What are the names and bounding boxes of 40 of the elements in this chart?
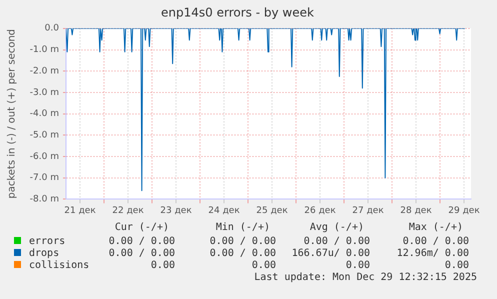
legend-label: errors (28, 236, 66, 248)
text: Min (-/+) (216, 222, 270, 234)
legend-label: collisions (28, 260, 90, 272)
x-tick-label: 27 дек (352, 206, 384, 216)
text: Max (-/+) (408, 222, 463, 234)
x-tick-label: 21 дек (64, 206, 96, 216)
y-tick-label: -2.0 m (30, 66, 59, 76)
text: 12.96m/ 0.00 (396, 248, 469, 260)
text: 166.67u/ 0.00 (292, 248, 370, 260)
text: 0.00 (252, 260, 276, 272)
x-tick-label: 24 дек (208, 206, 240, 216)
text: 0.00 / 0.00 (210, 248, 276, 260)
y-tick-label: -3.0 m (30, 88, 59, 98)
x-tick-label: 29 дек (448, 206, 480, 216)
text: 0.00 / 0.00 (108, 248, 175, 260)
x-tick-label: 26 дек (304, 206, 336, 216)
text: 0.00 (150, 260, 175, 272)
y-axis-title: packets in (-) / out (+) per second (6, 28, 18, 199)
y-tick-label: -5.0 m (30, 130, 59, 140)
chart-title: enp14s0 errors - by week (161, 5, 314, 20)
text: 0.00 / 0.00 (210, 236, 276, 248)
y-tick-label: -1.0 m (30, 45, 59, 56)
y-tick-label: -6.0 m (30, 152, 59, 162)
text: 0.00 / 0.00 (304, 236, 370, 248)
x-tick-label: 22 дек (112, 206, 144, 216)
y-tick-label: -8.0 m (30, 194, 59, 205)
text: 0.00 (346, 260, 370, 272)
x-tick-label: 25 дек (256, 206, 288, 216)
text: 0.00 / 0.00 (108, 236, 175, 248)
text: Cur (-/+) (114, 222, 169, 234)
text: Last update: Mon Dec 29 12:32:15 2025 (254, 272, 477, 284)
legend-label: drops (28, 248, 60, 260)
x-tick-label: 23 дек (160, 206, 192, 216)
text: Avg (-/+) (310, 222, 364, 234)
y-tick-label: -4.0 m (30, 109, 59, 120)
y-tick-label: 0.0 (44, 24, 60, 34)
x-tick-label: 28 дек (400, 206, 432, 216)
text: 0.00 (444, 260, 469, 272)
y-tick-label: -7.0 m (30, 173, 59, 184)
text: 0.00 / 0.00 (402, 236, 469, 248)
